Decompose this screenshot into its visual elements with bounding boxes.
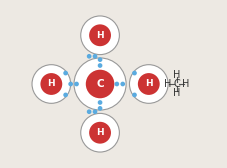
Circle shape xyxy=(68,82,73,86)
Circle shape xyxy=(93,109,97,114)
Circle shape xyxy=(98,100,102,105)
Text: H: H xyxy=(96,31,104,40)
Circle shape xyxy=(89,122,111,144)
Text: H: H xyxy=(96,128,104,137)
Text: H: H xyxy=(173,70,180,80)
Text: H: H xyxy=(173,88,180,98)
Circle shape xyxy=(87,109,91,114)
Circle shape xyxy=(132,71,137,75)
Text: H: H xyxy=(145,79,153,89)
Circle shape xyxy=(114,82,119,86)
Circle shape xyxy=(89,24,111,46)
Text: H: H xyxy=(164,79,171,89)
Circle shape xyxy=(40,73,62,95)
Circle shape xyxy=(86,70,114,98)
Circle shape xyxy=(81,16,119,55)
Circle shape xyxy=(132,93,137,97)
Circle shape xyxy=(74,82,79,86)
Circle shape xyxy=(129,65,168,103)
Text: H: H xyxy=(47,79,55,89)
Circle shape xyxy=(98,63,102,68)
Text: C: C xyxy=(96,79,104,89)
Circle shape xyxy=(138,73,160,95)
Circle shape xyxy=(32,65,71,103)
Circle shape xyxy=(98,106,102,111)
Text: C: C xyxy=(173,79,180,89)
Text: H: H xyxy=(182,79,189,89)
Circle shape xyxy=(93,54,97,59)
Circle shape xyxy=(120,82,125,86)
Circle shape xyxy=(63,93,68,97)
Circle shape xyxy=(98,57,102,62)
Circle shape xyxy=(63,71,68,75)
Circle shape xyxy=(81,113,119,152)
Circle shape xyxy=(74,58,126,110)
Circle shape xyxy=(87,54,91,59)
